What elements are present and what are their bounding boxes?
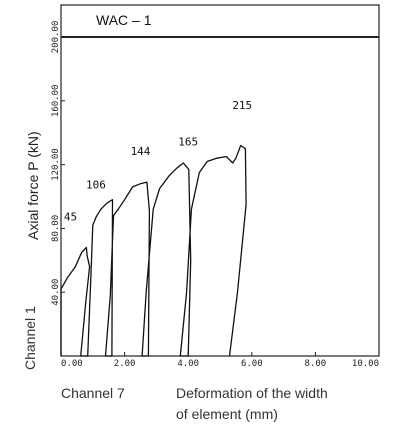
peak-load-label: 144 [131, 145, 151, 158]
plot-area [60, 4, 380, 357]
y-tick-label: 80.00 [51, 215, 61, 242]
x-tick-label: 8.00 [305, 359, 327, 369]
axis-ticks: 0.00 2.00 4.00 6.00 8.00 10.00 40.00 80.00 120.0… [51, 21, 380, 369]
x-channel-label: Channel 7 [61, 385, 125, 401]
y-tick-label: 120.00 [51, 148, 61, 181]
x-tick-label: 4.00 [177, 359, 199, 369]
chart-title: WAC – 1 [96, 12, 152, 28]
y-axis-title: Axial force P (kN) [25, 131, 41, 240]
x-tick-label: 6.00 [241, 359, 263, 369]
y-channel-label: Channel 1 [22, 306, 38, 370]
x-tick-label: 0.00 [61, 359, 83, 369]
annotation-layer: 45 106 144 165 215 [64, 99, 252, 224]
peak-load-label: 215 [232, 99, 252, 112]
peak-load-label: 165 [178, 135, 198, 148]
y-tick-label: 200.00 [51, 21, 61, 54]
x-axis-title-line2: of element (mm) [176, 406, 278, 422]
x-tick-label: 2.00 [114, 359, 136, 369]
load-deformation-curve [60, 144, 247, 357]
x-tick-label: 10.00 [352, 359, 379, 369]
y-tick-label: 160.00 [51, 85, 61, 118]
peak-load-label: 106 [86, 179, 106, 192]
peak-load-label: 45 [64, 210, 77, 223]
series-layer [60, 144, 247, 357]
y-tick-label: 40.00 [51, 279, 61, 306]
x-axis-title-line1: Deformation of the width [176, 385, 328, 401]
plot-frame [60, 4, 380, 357]
